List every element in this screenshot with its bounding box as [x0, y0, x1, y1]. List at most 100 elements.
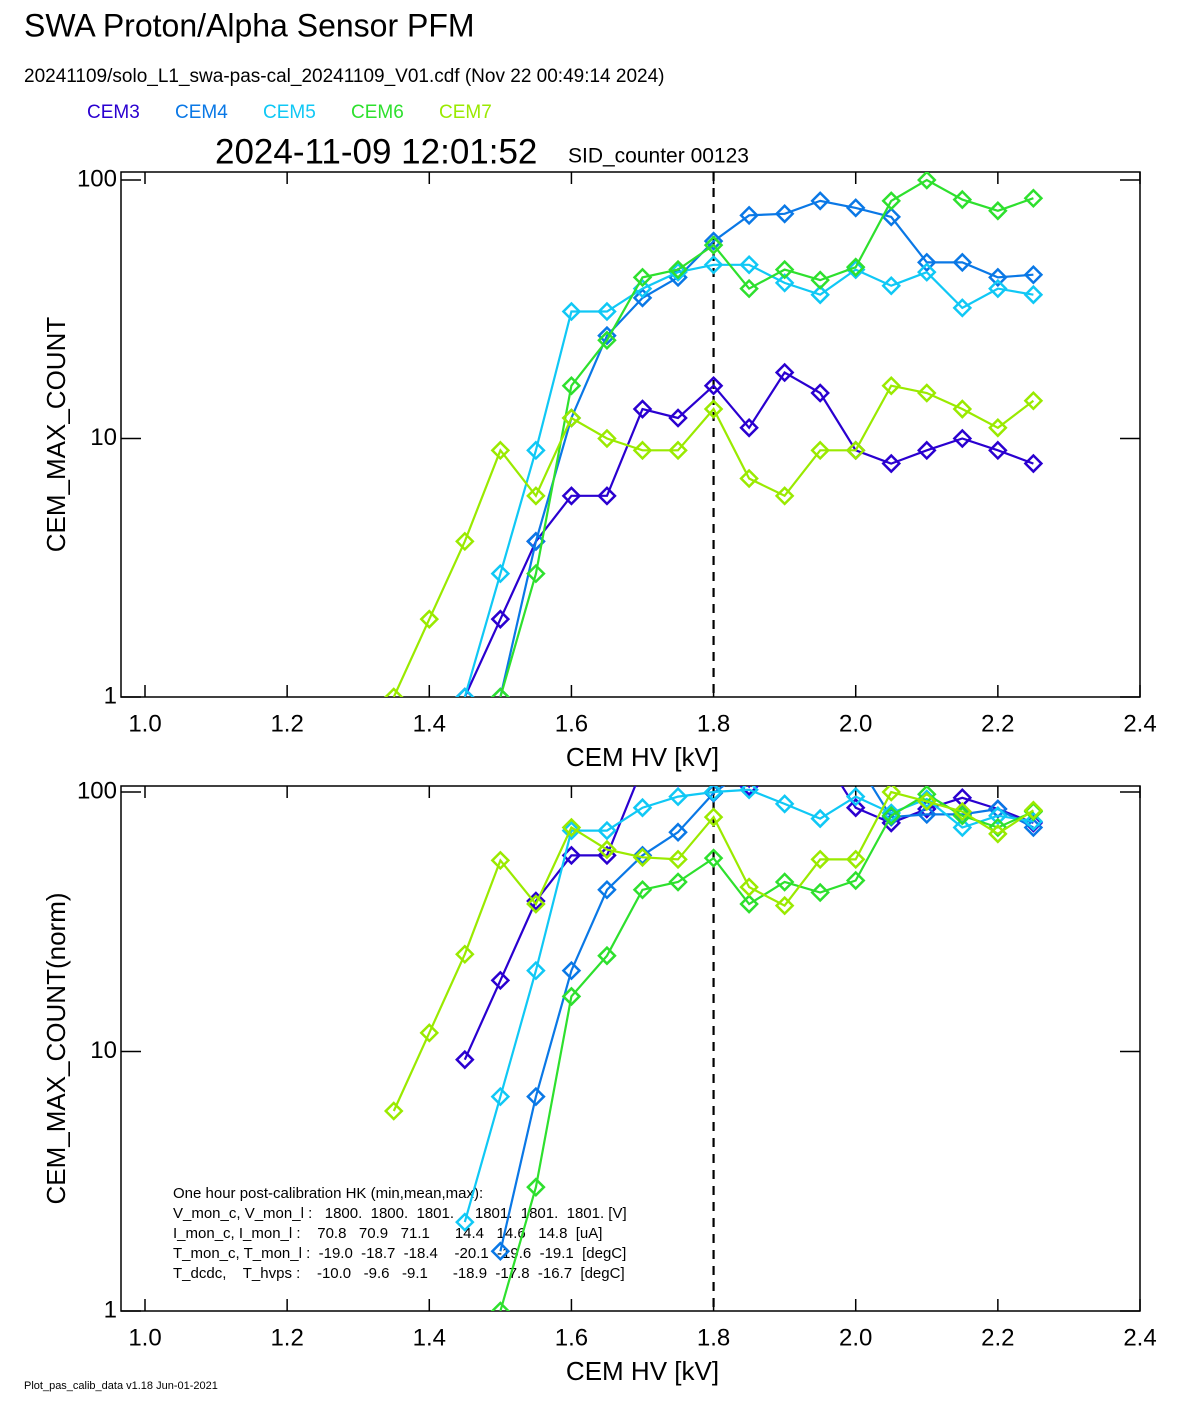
- diamond-marker: [952, 298, 973, 318]
- diamond-marker: [632, 440, 653, 461]
- diamond-marker: [810, 383, 830, 403]
- diamond-marker: [988, 440, 1008, 461]
- diamond-marker: [526, 894, 546, 914]
- diamond-marker: [810, 270, 830, 290]
- diamond-marker: [988, 418, 1008, 438]
- diamond-marker: [845, 198, 866, 218]
- diamond-marker: [490, 1301, 511, 1311]
- diamond-marker: [881, 375, 902, 396]
- plot-frame: [120, 171, 1141, 698]
- diamond-marker: [632, 847, 653, 868]
- diamond-marker: [917, 383, 937, 403]
- diamond-marker: [1023, 188, 1044, 209]
- diamond-marker: [419, 609, 440, 629]
- diamond-marker: [739, 278, 759, 299]
- diamond-marker: [741, 759, 757, 775]
- series-line: [463, 371, 1034, 697]
- diamond-marker: [848, 752, 864, 768]
- x-tick-label: 1.0: [128, 1324, 161, 1351]
- diamond-marker: [777, 758, 793, 774]
- diamond-marker: [668, 849, 688, 870]
- diamond-marker: [668, 262, 688, 282]
- diamond-marker: [812, 744, 828, 760]
- diamond-marker: [988, 799, 1008, 819]
- diamond-marker: [490, 970, 511, 991]
- diamond-marker: [561, 301, 582, 322]
- diamond-marker: [419, 1023, 440, 1043]
- diamond-marker: [703, 254, 724, 275]
- diamond-marker: [810, 849, 830, 870]
- diamond-marker: [490, 609, 511, 629]
- x-tick-label: 2.4: [1123, 710, 1156, 737]
- diamond-marker: [845, 257, 866, 277]
- diamond-marker: [632, 879, 653, 900]
- diamond-marker: [739, 205, 759, 226]
- diamond-marker: [668, 408, 688, 428]
- diamond-marker: [952, 189, 973, 210]
- diamond-marker: [1023, 284, 1044, 305]
- diamond-marker: [632, 797, 653, 818]
- diamond-marker: [917, 440, 937, 461]
- diamond-marker: [455, 1049, 475, 1070]
- legend-entry: CEM7: [439, 102, 492, 123]
- x-tick-label: 2.0: [839, 710, 872, 737]
- diamond-marker: [810, 440, 830, 461]
- y-tick-label: 100: [77, 777, 117, 804]
- x-axis-title: CEM HV [kV]: [566, 742, 719, 772]
- y-tick-label: 10: [90, 1037, 117, 1064]
- diamond-marker: [526, 960, 546, 981]
- diamond-marker: [703, 375, 724, 396]
- diamond-marker: [952, 399, 973, 419]
- series-line: [392, 790, 1035, 1112]
- diamond-marker: [917, 791, 937, 812]
- diamond-marker: [739, 894, 759, 914]
- diamond-marker: [597, 820, 617, 841]
- page-title: SWA Proton/Alpha Sensor PFM: [24, 7, 475, 43]
- series-line: [463, 788, 1034, 1223]
- diamond-marker: [597, 945, 617, 966]
- diamond-marker: [774, 362, 795, 383]
- diamond-marker: [845, 797, 866, 818]
- diamond-marker: [490, 687, 511, 697]
- subtitle: 20241109/solo_L1_swa-pas-cal_20241109_V0…: [24, 66, 665, 87]
- diamond-marker: [952, 817, 973, 838]
- diamond-marker: [561, 960, 582, 981]
- diamond-marker: [632, 399, 653, 419]
- hk-annotation: I_mon_c, I_mon_l : 70.8 70.9 71.1 14.4 1…: [173, 1225, 602, 1242]
- diamond-marker: [561, 986, 582, 1007]
- diamond-marker: [597, 839, 617, 860]
- diamond-marker: [526, 563, 546, 584]
- diamond-marker: [845, 440, 866, 461]
- x-axis-title: CEM HV [kV]: [566, 1356, 719, 1386]
- legend-entry: CEM4: [175, 102, 228, 123]
- diamond-marker: [845, 259, 866, 280]
- diamond-marker: [383, 687, 404, 697]
- legend-entry: CEM3: [87, 102, 140, 123]
- diamond-marker: [703, 231, 724, 251]
- series-line: [499, 793, 1034, 1311]
- diamond-marker: [810, 882, 830, 903]
- diamond-marker: [561, 817, 582, 838]
- diamond-marker: [668, 440, 688, 461]
- diamond-marker: [526, 531, 546, 552]
- diamond-marker: [455, 531, 475, 552]
- diamond-marker: [739, 786, 759, 800]
- diamond-marker: [917, 799, 937, 819]
- hk-annotation: T_mon_c, T_mon_l : -19.0 -18.7 -18.4 -20…: [173, 1245, 626, 1262]
- diamond-marker: [668, 259, 688, 280]
- diamond-marker: [810, 808, 830, 829]
- diamond-marker: [383, 1101, 404, 1121]
- diamond-marker: [632, 267, 653, 288]
- x-tick-label: 2.2: [981, 710, 1014, 737]
- diamond-marker: [881, 275, 902, 296]
- diamond-marker: [881, 786, 902, 802]
- plot-area: [383, 744, 1044, 1311]
- y-tick-label: 100: [77, 165, 117, 192]
- diamond-marker: [703, 399, 724, 419]
- diamond-marker: [810, 191, 830, 211]
- diamond-marker: [490, 1086, 511, 1107]
- diamond-marker: [774, 486, 795, 506]
- y-tick-label: 1: [104, 682, 117, 709]
- diamond-marker: [597, 330, 617, 350]
- diamond-marker: [561, 820, 582, 841]
